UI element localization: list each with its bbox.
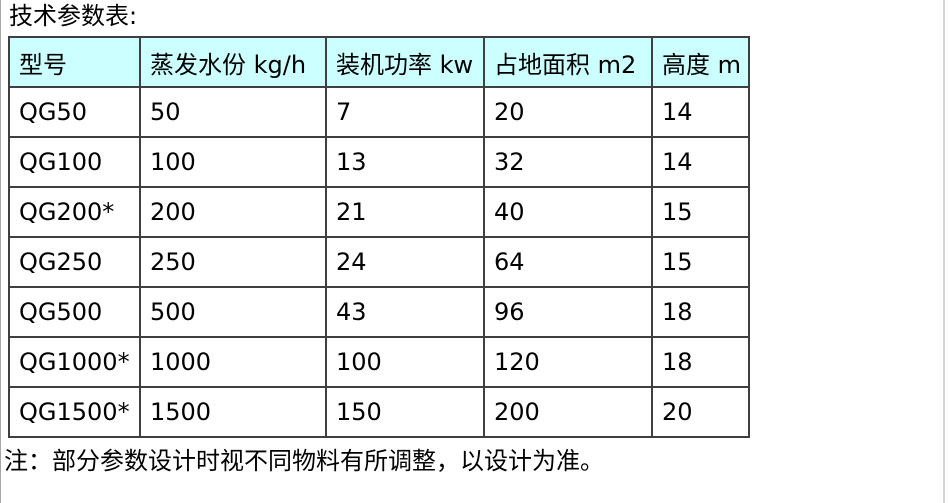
column-header-3: 占地面积 m2 bbox=[483, 36, 653, 88]
table-row: QG100 100 13 32 14 bbox=[8, 136, 750, 188]
model-cell: QG250 bbox=[8, 236, 141, 288]
model-cell: QG100 bbox=[8, 136, 141, 188]
column-header-0: 型号 bbox=[8, 36, 141, 88]
scrollbar-track[interactable] bbox=[943, 0, 945, 503]
footnote: 注：部分参数设计时视不同物料有所调整，以设计为准。 bbox=[4, 447, 604, 475]
value-cell: 15 bbox=[651, 186, 750, 238]
value-cell: 14 bbox=[651, 86, 750, 138]
value-cell: 13 bbox=[325, 136, 485, 188]
value-cell: 100 bbox=[139, 136, 327, 188]
model-cell: QG1500* bbox=[8, 386, 141, 438]
value-cell: 96 bbox=[483, 286, 653, 338]
value-cell: 20 bbox=[483, 86, 653, 138]
table-row: QG50 50 7 20 14 bbox=[8, 86, 750, 138]
table-row: QG250 250 24 64 15 bbox=[8, 236, 750, 288]
table-row: QG1500* 1500 150 200 20 bbox=[8, 386, 750, 438]
table-row: QG200* 200 21 40 15 bbox=[8, 186, 750, 238]
value-cell: 50 bbox=[139, 86, 327, 138]
value-cell: 15 bbox=[651, 236, 750, 288]
value-cell: 14 bbox=[651, 136, 750, 188]
value-cell: 500 bbox=[139, 286, 327, 338]
value-cell: 32 bbox=[483, 136, 653, 188]
value-cell: 7 bbox=[325, 86, 485, 138]
table-body: QG50 50 7 20 14 QG100 100 13 32 14 QG200* 200 21 40 15… bbox=[8, 86, 750, 438]
table-row: QG1000* 1000 100 120 18 bbox=[8, 336, 750, 388]
value-cell: 43 bbox=[325, 286, 485, 338]
value-cell: 20 bbox=[651, 386, 750, 438]
model-cell: QG1000* bbox=[8, 336, 141, 388]
model-cell: QG500 bbox=[8, 286, 141, 338]
value-cell: 24 bbox=[325, 236, 485, 288]
value-cell: 1000 bbox=[139, 336, 327, 388]
value-cell: 120 bbox=[483, 336, 653, 388]
column-header-4: 高度 m bbox=[651, 36, 750, 88]
model-cell: QG50 bbox=[8, 86, 141, 138]
value-cell: 64 bbox=[483, 236, 653, 288]
header-row: 型号 蒸发水份 kg/h 装机功率 kw 占地面积 m2 高度 m bbox=[8, 36, 750, 88]
value-cell: 200 bbox=[139, 186, 327, 238]
column-header-1: 蒸发水份 kg/h bbox=[139, 36, 327, 88]
value-cell: 40 bbox=[483, 186, 653, 238]
value-cell: 250 bbox=[139, 236, 327, 288]
window-left-border bbox=[0, 0, 1, 503]
value-cell: 1500 bbox=[139, 386, 327, 438]
value-cell: 21 bbox=[325, 186, 485, 238]
column-header-2: 装机功率 kw bbox=[325, 36, 485, 88]
value-cell: 18 bbox=[651, 286, 750, 338]
technical-parameters-table: 型号 蒸发水份 kg/h 装机功率 kw 占地面积 m2 高度 m QG50 50 7 20 1… bbox=[8, 36, 750, 438]
model-cell: QG200* bbox=[8, 186, 141, 238]
value-cell: 18 bbox=[651, 336, 750, 388]
table-row: QG500 500 43 96 18 bbox=[8, 286, 750, 338]
value-cell: 200 bbox=[483, 386, 653, 438]
value-cell: 100 bbox=[325, 336, 485, 388]
page-title: 技术参数表: bbox=[9, 2, 138, 30]
value-cell: 150 bbox=[325, 386, 485, 438]
